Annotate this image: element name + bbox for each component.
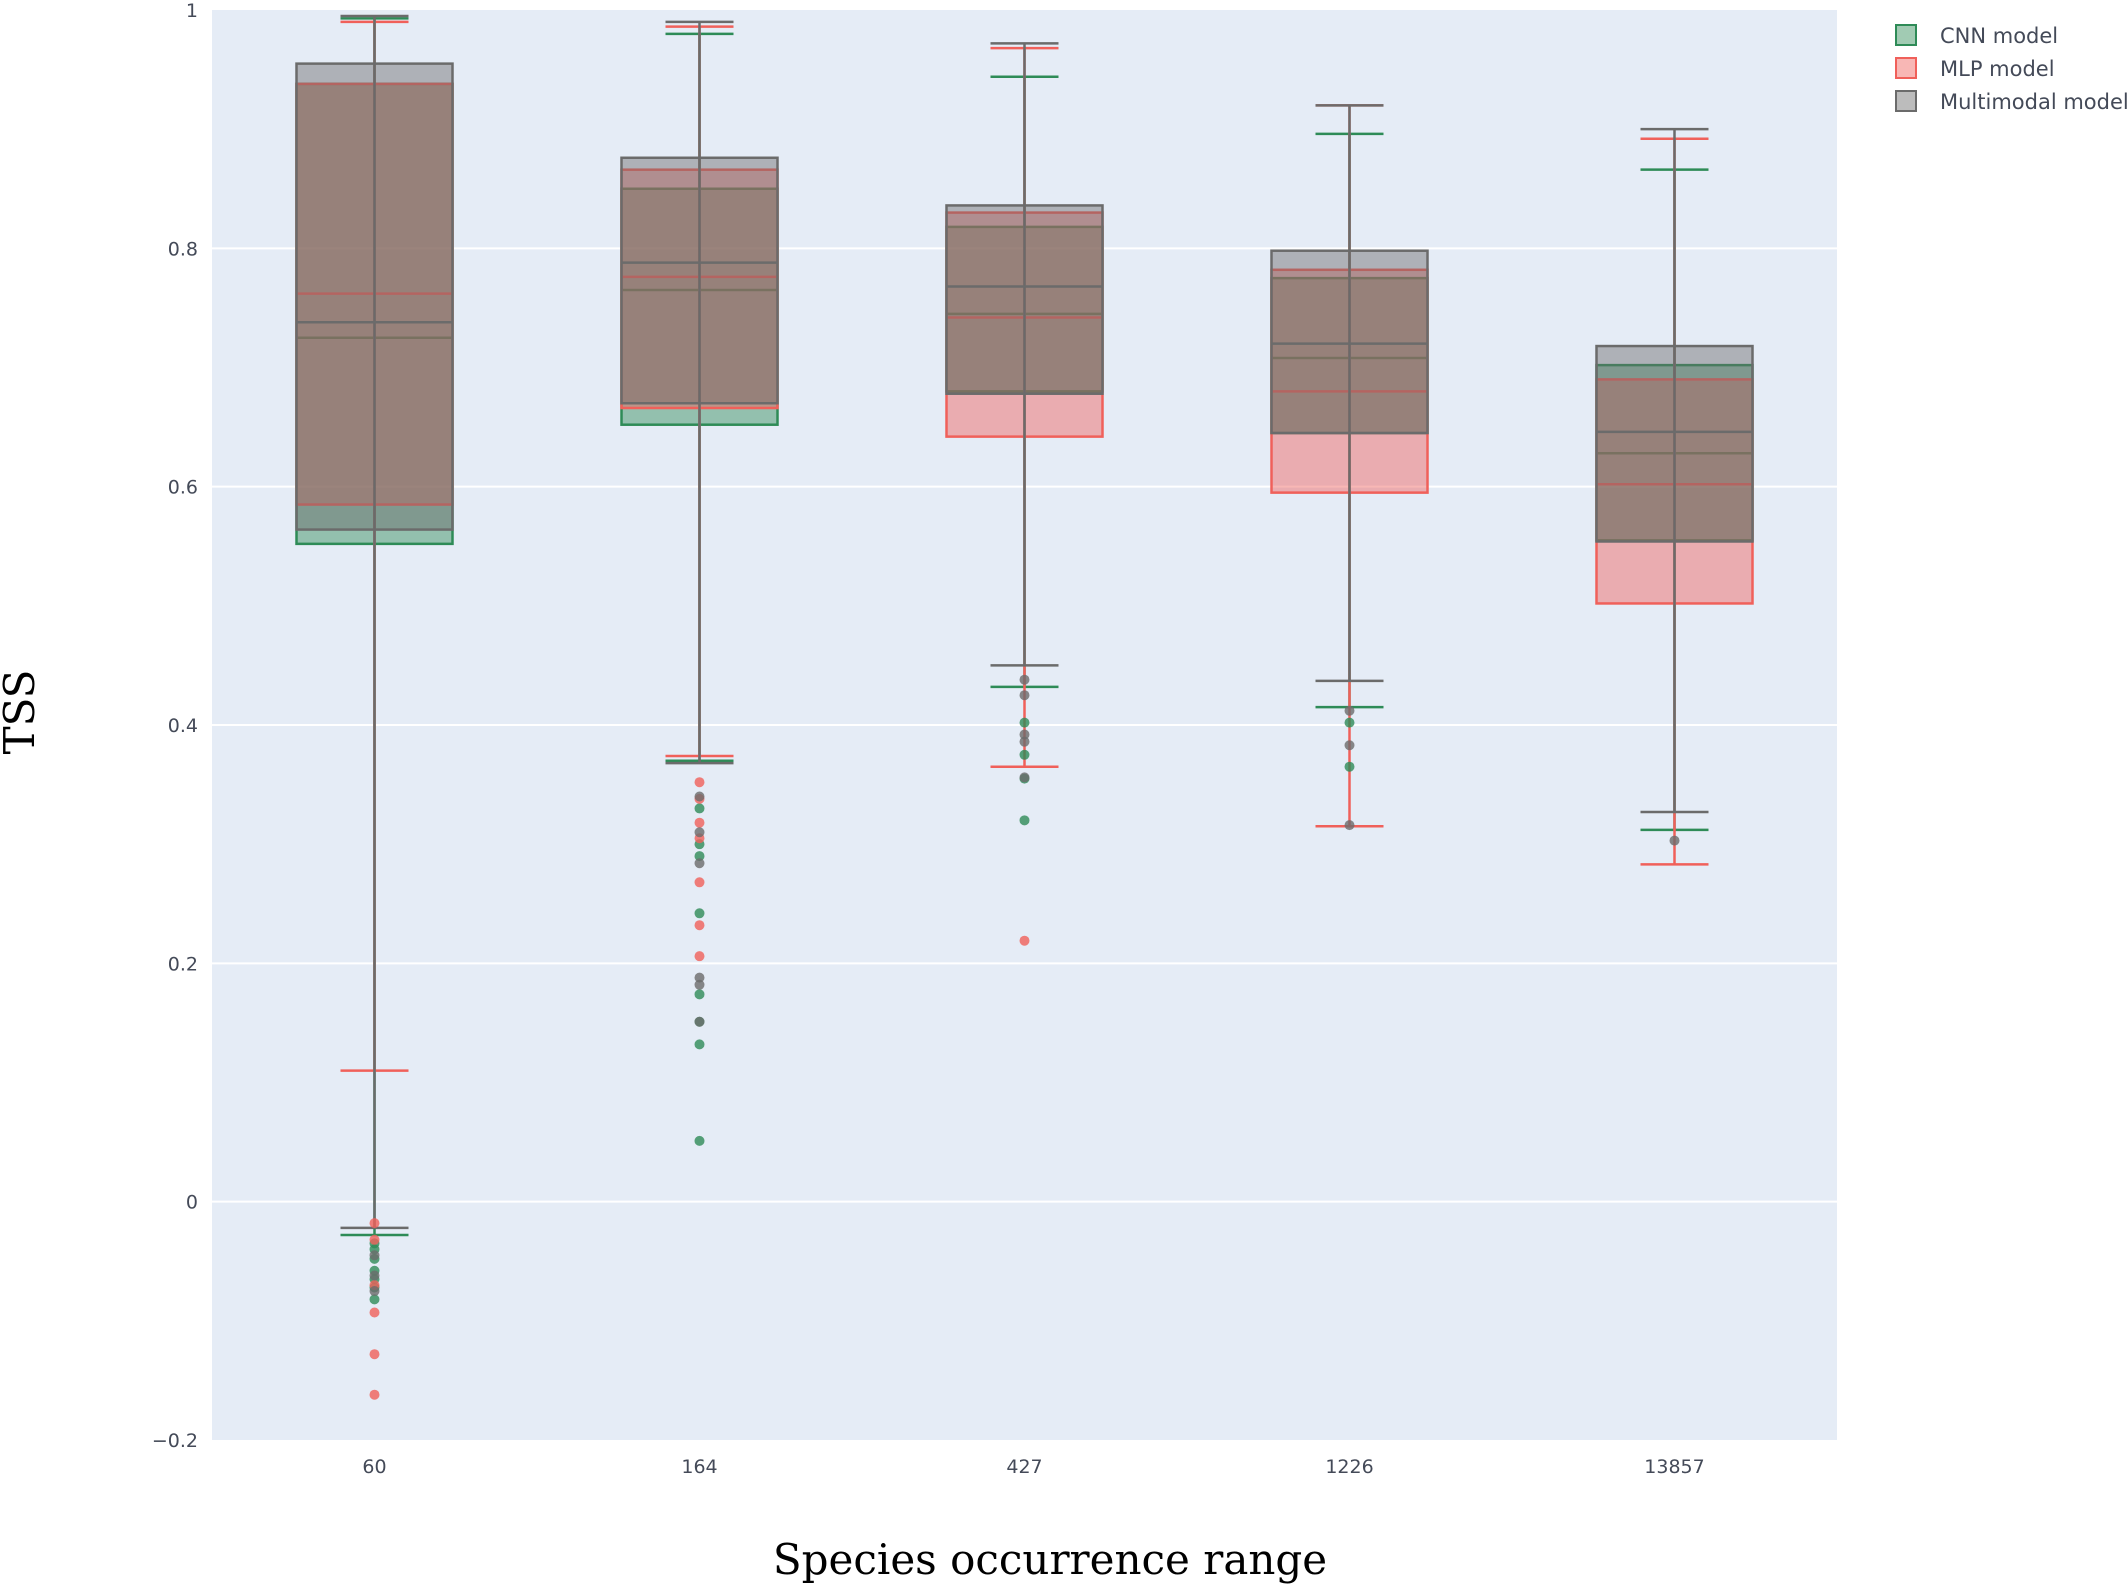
box: [945, 42, 1104, 667]
box-groups: [295, 14, 1754, 1237]
outlier-point: [694, 851, 705, 862]
outlier-point: [694, 1016, 705, 1027]
legend-label: MLP model: [1940, 57, 2055, 81]
outlier-point: [1019, 717, 1030, 728]
y-tick-label: 1: [186, 0, 198, 22]
outlier-point: [694, 858, 705, 869]
outlier-point: [694, 817, 705, 828]
outlier-point: [1019, 729, 1030, 740]
x-tick-labels: 60 164 427 1226 13857: [362, 1456, 1704, 1478]
outlier-point: [369, 1389, 380, 1400]
outlier-points: [369, 674, 1680, 1400]
box: [620, 20, 779, 765]
y-tick-label: 0.8: [168, 238, 198, 260]
iqr-box: [620, 156, 779, 405]
outlier-point: [1344, 820, 1355, 831]
outlier-point: [369, 1234, 380, 1245]
box: [1595, 127, 1754, 814]
outlier-point: [694, 877, 705, 888]
x-axis-title: Species occurrence range: [773, 1535, 1327, 1584]
iqr-box: [295, 62, 454, 531]
outlier-point: [369, 1286, 380, 1297]
outlier-point: [1019, 674, 1030, 685]
box: [295, 14, 454, 1230]
x-tick-label: 1226: [1325, 1456, 1373, 1478]
outlier-point: [1019, 749, 1030, 760]
outlier-point: [1019, 815, 1030, 826]
legend-swatch: [1895, 90, 1917, 112]
outlier-point: [1019, 772, 1030, 783]
outlier-point: [1344, 717, 1355, 728]
legend-label: Multimodal model: [1940, 90, 2128, 114]
outlier-point: [369, 1218, 380, 1229]
outlier-point: [694, 989, 705, 1000]
y-tick-label: −0.2: [152, 1430, 198, 1452]
iqr-box: [1270, 249, 1429, 435]
y-tick-label: 0.2: [168, 953, 198, 975]
outlier-point: [694, 1039, 705, 1050]
outlier-point: [694, 920, 705, 931]
x-tick-label: 60: [362, 1456, 386, 1478]
outlier-point: [1344, 761, 1355, 772]
legend-label: CNN model: [1940, 24, 2058, 48]
outlier-point: [694, 791, 705, 802]
outlier-point: [694, 951, 705, 962]
y-tick-labels: −0.2 0 0.2 0.4 0.6 0.8 1: [152, 0, 198, 1452]
outlier-point: [694, 972, 705, 983]
outlier-point: [694, 908, 705, 919]
x-tick-label: 427: [1006, 1456, 1042, 1478]
x-tick-label: 164: [681, 1456, 717, 1478]
y-tick-label: 0.6: [168, 477, 198, 499]
legend-swatch: [1895, 24, 1917, 46]
series-multimodal-model: [295, 14, 1754, 1230]
outlier-point: [1344, 740, 1355, 751]
y-tick-label: 0: [186, 1192, 198, 1214]
legend: CNN model MLP model Multimodal model: [1895, 24, 2128, 114]
legend-swatch: [1895, 57, 1917, 79]
outlier-point: [369, 1294, 380, 1305]
outlier-point: [694, 777, 705, 788]
box: [1270, 104, 1429, 683]
iqr-box: [1595, 344, 1754, 543]
outlier-point: [369, 1349, 380, 1360]
outlier-point: [694, 1135, 705, 1146]
y-tick-label: 0.4: [168, 715, 198, 737]
outlier-point: [694, 827, 705, 838]
outlier-point: [1669, 835, 1680, 846]
outlier-point: [694, 979, 705, 990]
outlier-point: [1019, 935, 1030, 946]
outlier-point: [369, 1270, 380, 1281]
y-axis-title: TSS: [0, 670, 44, 755]
outlier-point: [694, 803, 705, 814]
iqr-box: [945, 204, 1104, 395]
outlier-point: [1344, 705, 1355, 716]
outlier-point: [369, 1307, 380, 1318]
x-tick-label: 13857: [1644, 1456, 1704, 1478]
outlier-point: [369, 1250, 380, 1261]
outlier-point: [1019, 736, 1030, 747]
outlier-point: [1019, 690, 1030, 701]
